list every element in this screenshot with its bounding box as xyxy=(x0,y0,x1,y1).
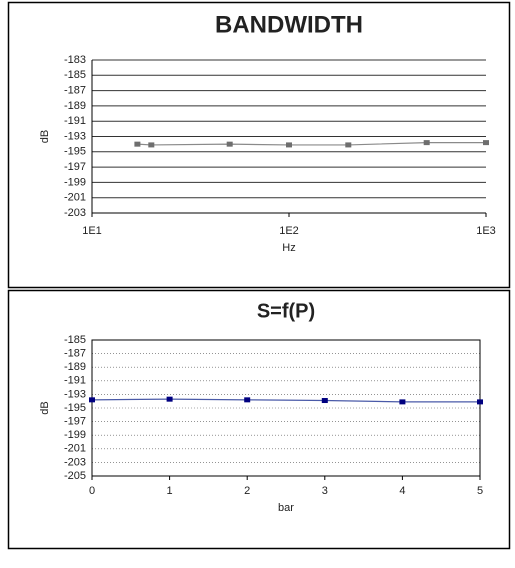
data-point xyxy=(477,399,483,405)
plot-frame xyxy=(91,339,481,477)
y-tick-label: -191 xyxy=(64,115,86,127)
y-tick-label: -201 xyxy=(64,443,86,455)
data-point xyxy=(345,142,352,148)
y-tick-label: -197 xyxy=(64,416,86,428)
y-tick-label: -185 xyxy=(64,69,86,81)
panel-frame xyxy=(7,1,511,289)
x-tick-label: 1E1 xyxy=(82,225,102,237)
chart-title: BANDWIDTH xyxy=(215,11,363,38)
y-tick-label: -187 xyxy=(64,348,86,360)
y-tick-label: -189 xyxy=(64,100,86,112)
y-tick-label: -205 xyxy=(64,470,86,482)
y-tick-label: -203 xyxy=(64,456,86,468)
y-tick-label: -187 xyxy=(64,85,86,97)
y-tick-label: -189 xyxy=(64,361,86,373)
data-point xyxy=(423,140,430,146)
y-tick-label: -199 xyxy=(64,429,86,441)
x-axis-label: Hz xyxy=(282,242,295,254)
series-line xyxy=(137,142,486,146)
y-axis-label: dB xyxy=(39,401,51,414)
data-point xyxy=(89,397,95,403)
data-point xyxy=(483,140,489,146)
data-point xyxy=(226,141,233,147)
y-tick-label: -183 xyxy=(64,54,86,66)
x-tick-label: 4 xyxy=(399,485,405,497)
panel-frame xyxy=(7,289,511,550)
y-tick-label: -193 xyxy=(64,388,86,400)
x-tick-label: 1E3 xyxy=(476,225,496,237)
data-point xyxy=(286,142,292,148)
x-tick-label: 2 xyxy=(244,485,250,497)
x-tick-label: 3 xyxy=(322,485,328,497)
series-line xyxy=(91,398,480,403)
chart-title: S=f(P) xyxy=(257,300,315,322)
x-tick-label: 5 xyxy=(477,485,483,497)
y-tick-label: -197 xyxy=(64,161,86,173)
x-tick-label: 1 xyxy=(167,485,173,497)
x-tick-label: 1E2 xyxy=(279,225,299,237)
y-axis-label: dB xyxy=(39,130,51,143)
y-tick-label: -195 xyxy=(64,402,86,414)
y-tick-label: -195 xyxy=(64,146,86,158)
x-axis-label: bar xyxy=(278,502,294,514)
data-point xyxy=(399,399,406,405)
data-point xyxy=(166,396,173,402)
y-tick-label: -203 xyxy=(64,207,86,219)
y-tick-label: -185 xyxy=(64,334,86,346)
data-point xyxy=(244,397,251,403)
x-tick-label: 0 xyxy=(89,485,95,497)
data-point xyxy=(148,142,155,148)
y-tick-label: -201 xyxy=(64,192,86,204)
y-tick-label: -191 xyxy=(64,375,86,387)
y-tick-label: -199 xyxy=(64,176,86,188)
data-point xyxy=(321,398,328,404)
y-tick-label: -193 xyxy=(64,130,86,142)
data-point xyxy=(134,141,141,147)
